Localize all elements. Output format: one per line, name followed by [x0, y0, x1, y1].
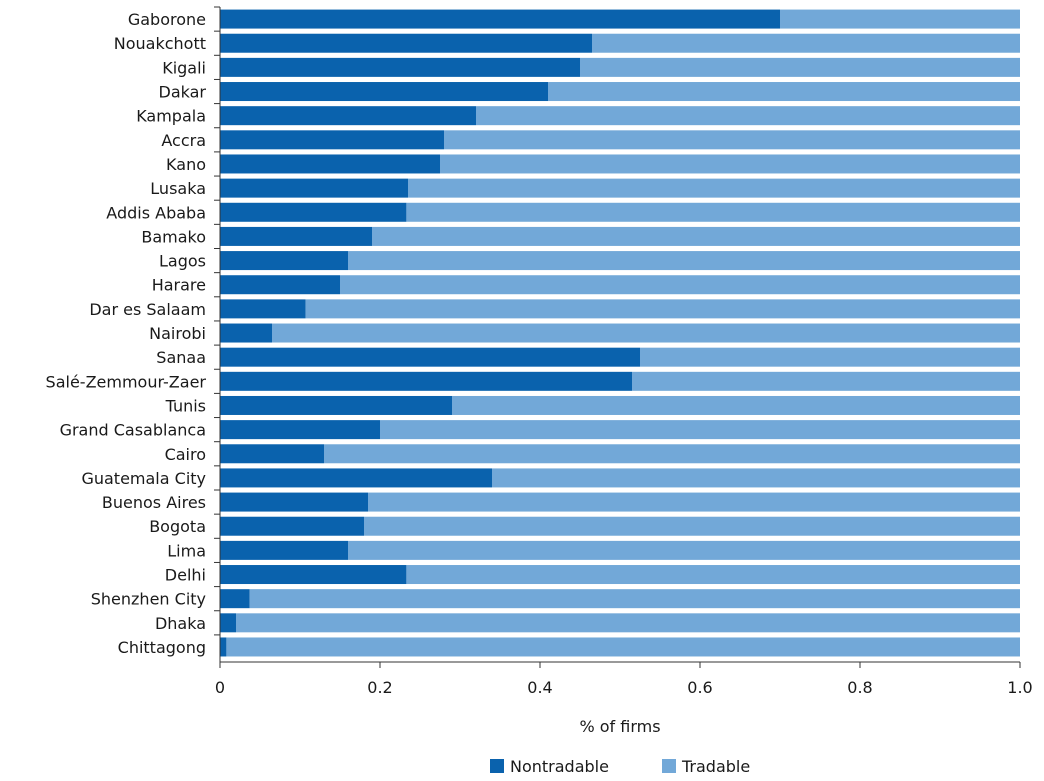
x-tick-label: 0.6: [687, 678, 712, 697]
x-tick-label: 0.4: [527, 678, 552, 697]
bar-nontradable: [220, 371, 632, 391]
category-label: Tunis: [165, 396, 206, 415]
bar-tradable: [249, 589, 1021, 609]
category-label: Nairobi: [149, 324, 206, 343]
category-label: Sanaa: [156, 348, 206, 367]
bar-nontradable: [220, 154, 440, 174]
legend-swatch: [490, 759, 504, 773]
category-label: Chittagong: [118, 638, 206, 657]
bar-nontradable: [220, 106, 476, 126]
category-label: Dar es Salaam: [89, 300, 206, 319]
bar-tradable: [272, 323, 1020, 343]
bar-tradable: [492, 468, 1020, 488]
legend: Nontradable Tradable: [490, 757, 750, 776]
bar-nontradable: [220, 130, 444, 150]
bar-nontradable: [220, 323, 272, 343]
bar-nontradable: [220, 565, 407, 585]
bar-nontradable: [220, 468, 492, 488]
bar-tradable: [444, 130, 1020, 150]
category-label: Delhi: [165, 566, 206, 585]
bar-nontradable: [220, 251, 348, 271]
category-label: Dhaka: [155, 614, 206, 633]
bar-tradable: [780, 9, 1020, 29]
bar-tradable: [368, 492, 1020, 512]
bar-nontradable: [220, 395, 452, 415]
bar-nontradable: [220, 82, 548, 102]
category-label: Bogota: [149, 517, 206, 536]
category-label: Gaborone: [128, 10, 206, 29]
category-label: Salé-Zemmour-Zaer: [46, 372, 207, 391]
x-axis-title: % of firms: [579, 717, 660, 736]
bar-tradable: [340, 275, 1020, 295]
category-label: Addis Ababa: [106, 203, 206, 222]
bar-tradable: [580, 57, 1020, 77]
category-label: Bamako: [141, 227, 206, 246]
bar-nontradable: [220, 516, 364, 536]
bar-tradable: [452, 395, 1020, 415]
category-label: Guatemala City: [81, 469, 206, 488]
bar-nontradable: [220, 420, 380, 440]
bar-tradable: [348, 251, 1020, 271]
category-label: Cairo: [165, 445, 206, 464]
bar-nontradable: [220, 275, 340, 295]
bar-nontradable: [220, 178, 408, 198]
x-tick-label: 0: [215, 678, 225, 697]
bar-tradable: [236, 613, 1020, 633]
bar-tradable: [592, 33, 1020, 53]
bar-nontradable: [220, 444, 324, 464]
category-label: Dakar: [159, 83, 207, 102]
bar-tradable: [380, 420, 1020, 440]
bar-nontradable: [220, 33, 592, 53]
legend-label: Tradable: [681, 757, 750, 776]
x-tick-label: 0.2: [367, 678, 392, 697]
bar-tradable: [364, 516, 1020, 536]
category-label: Harare: [152, 276, 206, 295]
category-label: Kigali: [162, 58, 206, 77]
bar-tradable: [348, 540, 1020, 560]
bar-nontradable: [220, 299, 306, 319]
bar-nontradable: [220, 226, 372, 246]
category-label: Accra: [161, 131, 206, 150]
bar-nontradable: [220, 589, 250, 609]
category-label: Shenzhen City: [91, 590, 206, 609]
bar-tradable: [408, 178, 1020, 198]
bar-tradable: [305, 299, 1021, 319]
category-label: Lagos: [159, 252, 206, 271]
bar-tradable: [548, 82, 1020, 102]
legend-label: Nontradable: [510, 757, 609, 776]
bar-nontradable: [220, 540, 348, 560]
category-label: Nouakchott: [114, 34, 206, 53]
bar-tradable: [406, 565, 1020, 585]
bar-tradable: [372, 226, 1020, 246]
category-label: Kano: [166, 155, 206, 174]
bar-tradable: [640, 347, 1020, 367]
bars-layer: [220, 9, 1021, 657]
bar-nontradable: [220, 492, 368, 512]
category-label: Grand Casablanca: [60, 421, 206, 440]
bar-tradable: [324, 444, 1020, 464]
category-label: Lusaka: [150, 179, 206, 198]
x-tick-label: 0.8: [847, 678, 872, 697]
bar-nontradable: [220, 637, 227, 657]
category-label: Kampala: [136, 107, 206, 126]
bar-tradable: [226, 637, 1020, 657]
bar-tradable: [406, 202, 1020, 222]
category-label: Lima: [167, 541, 206, 560]
bar-tradable: [476, 106, 1020, 126]
bar-nontradable: [220, 347, 640, 367]
category-labels: Gaborone Nouakchott Kigali Dakar Kampala Accr…: [46, 6, 220, 657]
x-tick-label: 1.0: [1007, 678, 1032, 697]
bar-tradable: [440, 154, 1020, 174]
bar-tradable: [632, 371, 1020, 391]
bar-nontradable: [220, 9, 780, 29]
category-label: Buenos Aires: [102, 493, 206, 512]
bar-nontradable: [220, 202, 407, 222]
x-axis-ticks: 0 0.2 0.4 0.6 0.8 1.0: [215, 662, 1033, 697]
bar-nontradable: [220, 613, 236, 633]
bar-nontradable: [220, 57, 580, 77]
legend-swatch: [662, 759, 676, 773]
